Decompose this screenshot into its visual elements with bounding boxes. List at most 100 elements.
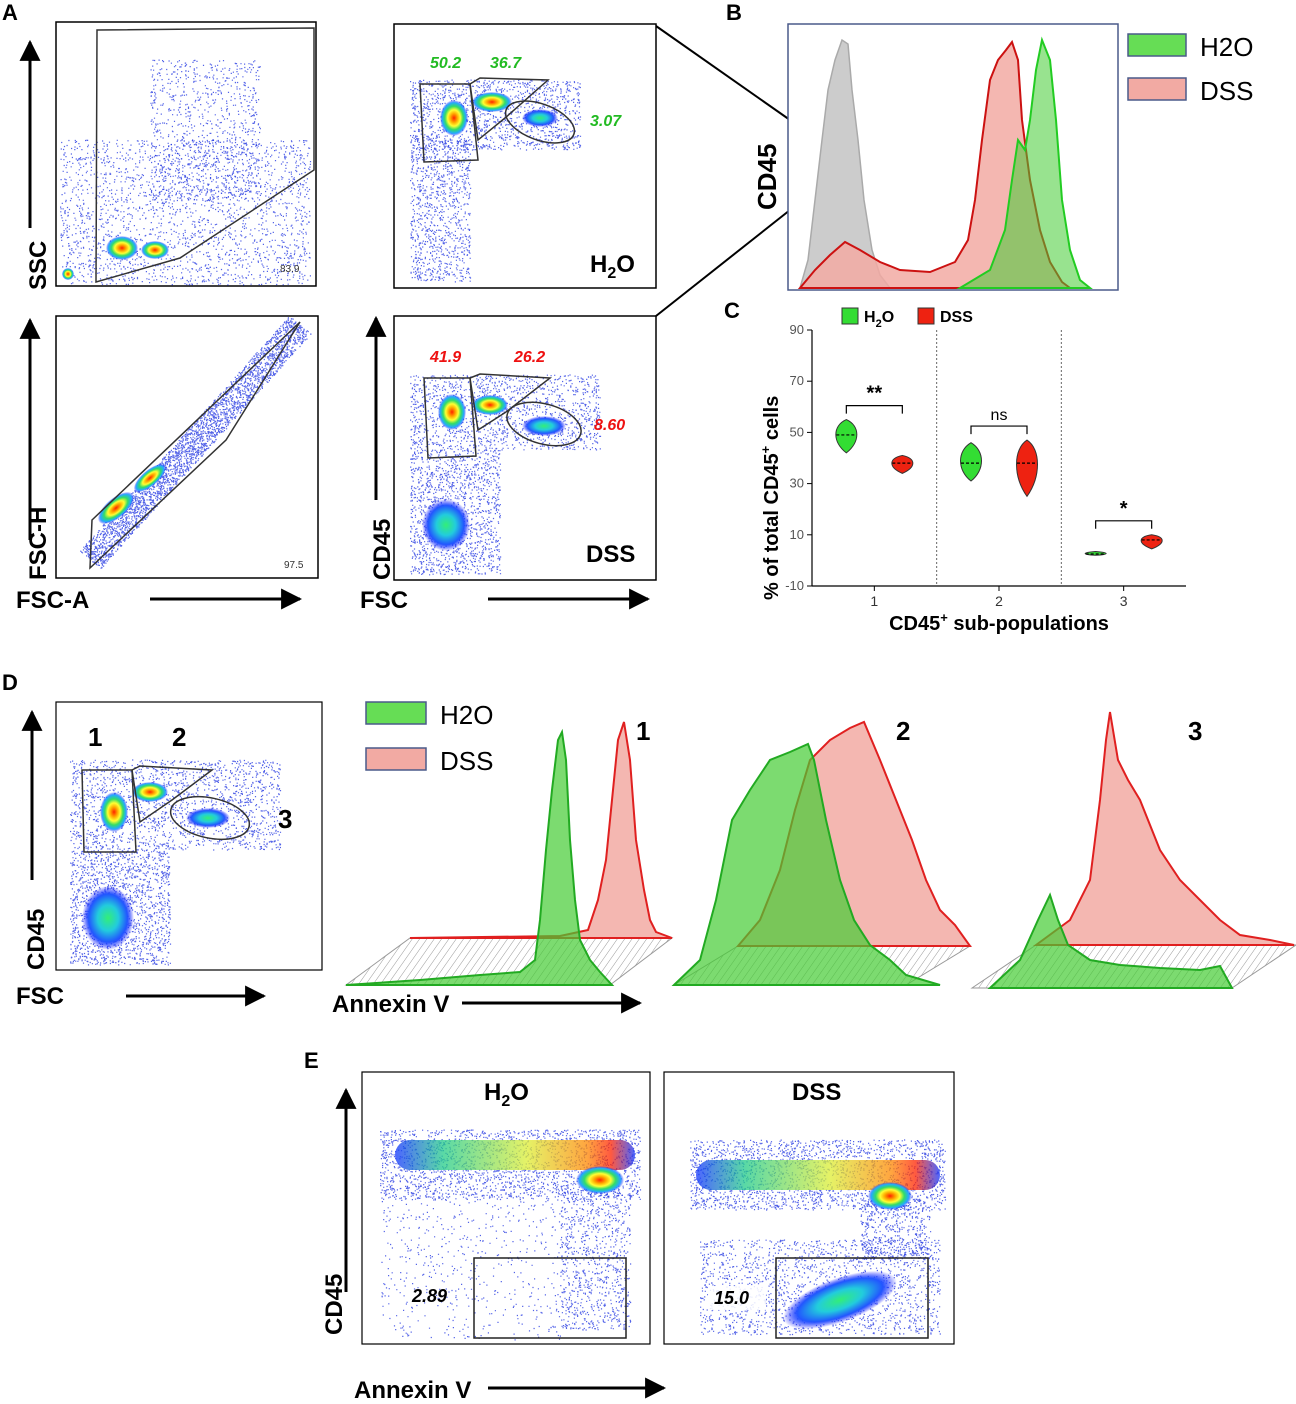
singlets-density-2: [133, 463, 167, 493]
e-h2o-title: H2O: [484, 1079, 529, 1110]
legend-d-dss-swatch: [365, 747, 427, 771]
d-gate-label-3: 3: [278, 804, 292, 834]
connector-top: [655, 25, 791, 121]
panel-letter-b: B: [726, 0, 742, 25]
d-gate-label-2: 2: [172, 722, 186, 752]
e-dss-title: DSS: [792, 1079, 841, 1106]
singlets-gate-value: 97.5: [284, 560, 304, 571]
h2o-gate-3: [504, 100, 576, 144]
annexin-histogram-1: 1: [344, 716, 674, 986]
annexin-histogram-2: 2: [671, 716, 972, 986]
e-dss-density-peak: [868, 1182, 912, 1210]
legend-b: H2O DSS: [1127, 32, 1253, 106]
dss-density-3: [522, 416, 566, 436]
h2o-plot-label: H2O: [590, 251, 635, 282]
fsch-axis-label: FSC-H: [25, 507, 52, 580]
dss-gate-2: [469, 373, 553, 432]
ssc-fsc-gate-value: 83.9: [280, 264, 300, 275]
violin-dss-3: [1140, 534, 1163, 550]
legend-d: H2O DSS: [365, 700, 493, 776]
dss-gate-value-2: 26.2: [513, 349, 545, 366]
significance-bracket: [845, 405, 903, 414]
ssc-fsc-gate: [95, 27, 315, 283]
h2o-cd45-fsc-plot: 50.2 36.7 3.07 H2O: [393, 23, 657, 289]
annexin-axis-label-d: Annexin V: [332, 991, 449, 1018]
legend-b-dss-label: DSS: [1200, 76, 1253, 106]
singlets-plot: 97.5: [55, 315, 319, 579]
violin-legend-label: H2O: [864, 309, 894, 330]
panel-letter-d: D: [2, 670, 18, 695]
legend-d-dss-label: DSS: [440, 746, 493, 776]
panel-letter-c: C: [724, 298, 740, 323]
fsca-axis-label: FSC-A: [16, 587, 89, 614]
e-h2o-plot: 2.89 H2O: [361, 1071, 651, 1345]
fsc-axis-label-a: FSC: [360, 587, 408, 614]
violin-legend-label: DSS: [940, 309, 973, 326]
e-h2o-density-peak: [576, 1166, 624, 1194]
e-dss-gate-value-bg: [708, 1286, 766, 1310]
significance-bracket: [970, 425, 1028, 435]
singlets-scatter: [80, 317, 312, 569]
h2o-density-2: [472, 92, 512, 112]
d-density-2: [132, 782, 168, 802]
ssc-fsc-plot: 83.9: [55, 21, 317, 287]
e-dss-plot: 15.0 DSS: [663, 1071, 955, 1345]
d-density-1: [100, 792, 128, 832]
hist3-h2o: [987, 892, 1234, 989]
ssc-fsc-scatter: [60, 139, 312, 286]
cd45-histogram: [787, 23, 1119, 291]
dss-density-1: [438, 394, 466, 430]
h2o-density-3: [522, 109, 558, 127]
h2o-gate-value-3: 3.07: [590, 113, 622, 130]
singlets-gate: [89, 321, 301, 570]
dss-cd45-fsc-plot: 41.9 26.2 8.60 DSS: [393, 315, 657, 581]
violin-y-tick-label: 70: [790, 373, 804, 388]
d-gate-3: [169, 795, 251, 841]
violin-legend-swatch: [917, 307, 935, 325]
violin-y-tick-label: 50: [790, 424, 804, 439]
dss-gate-1: [423, 377, 477, 459]
violin-chart: -10 10 30 50 70 90 1 ** 2 ns 3 * % of total CD45+ ce…: [758, 307, 1186, 635]
violin-legend-swatch: [841, 307, 859, 325]
dss-gate-value-1: 41.9: [429, 349, 461, 366]
e-dss-gate-value: 15.0: [714, 1288, 749, 1308]
dss-gate-value-3: 8.60: [594, 417, 625, 434]
violin-dss-2: [1016, 439, 1038, 498]
dss-gate-3: [506, 401, 582, 447]
ssc-axis-label: SSC: [25, 241, 52, 290]
cd45-axis-label-d: CD45: [23, 909, 50, 970]
hist3-dss: [1032, 711, 1295, 946]
violin-y-tick-label: -10: [785, 578, 804, 593]
e-h2o-gate: [473, 1257, 627, 1339]
h2o-gate-value-1: 50.2: [430, 55, 461, 72]
hist1-h2o: [345, 728, 615, 986]
dss-density-4: [422, 499, 470, 551]
cd45-axis-label-b: CD45: [752, 144, 782, 210]
d-cd45-fsc-plot: 1 2 3: [55, 701, 323, 971]
d-density-4: [82, 886, 134, 950]
violin-y-tick-label: 30: [790, 476, 804, 491]
e-dss-density-band: [696, 1160, 940, 1190]
d-gate-label-1: 1: [88, 722, 102, 752]
annexin-axis-label-e: Annexin V: [354, 1377, 471, 1404]
violin-x-tick-label: 2: [995, 593, 1003, 609]
e-h2o-density-band: [395, 1140, 635, 1170]
hist2-h2o: [671, 742, 941, 986]
d-density-3: [186, 808, 230, 828]
legend-b-h2o-label: H2O: [1200, 32, 1253, 62]
violin-y-tick-label: 90: [790, 322, 804, 337]
violin-h2o-3: [1084, 550, 1107, 556]
h2o-gate-1: [419, 83, 479, 163]
violin-y-label: % of total CD45+ cells: [758, 396, 783, 600]
violin-dss-1: [891, 454, 914, 474]
violin-h2o-1: [835, 419, 858, 454]
significance-label: ns: [991, 407, 1008, 424]
h2o-density-1: [440, 100, 468, 136]
hist3-title: 3: [1188, 716, 1202, 746]
panel-letter-e: E: [304, 1048, 319, 1073]
significance-bracket: [1095, 520, 1153, 529]
legend-d-h2o-label: H2O: [440, 700, 493, 730]
violin-h2o-2: [960, 442, 982, 482]
d-gate-1: [81, 769, 137, 853]
